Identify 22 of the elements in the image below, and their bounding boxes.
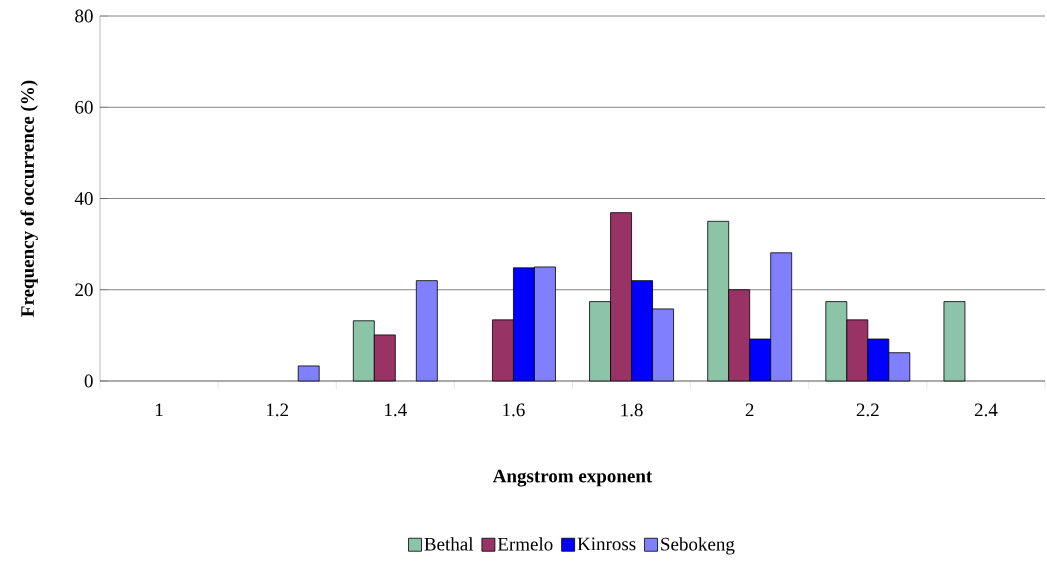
- bar: [943, 301, 966, 382]
- x-axis-title: Angstrom exponent: [492, 469, 653, 487]
- legend-label: Kinross: [577, 537, 636, 551]
- x-tick-label: 2.4: [974, 403, 998, 417]
- legend-label: Ermelo: [497, 537, 553, 551]
- legend-label: Sebokeng: [661, 537, 735, 555]
- x-tick-label: 2: [745, 403, 754, 417]
- x-tick-label: 2.2: [856, 403, 879, 417]
- y-tick-label: 80: [75, 9, 93, 23]
- x-tick-label: 1.6: [503, 403, 525, 417]
- bar: [297, 365, 320, 382]
- x-tick-label: 1.8: [621, 403, 643, 417]
- x-tick-label: 1.2: [266, 403, 289, 417]
- y-tick-label: 0: [84, 374, 93, 388]
- x-tick-label: 1: [155, 403, 163, 417]
- x-tick-label: 1.4: [385, 403, 407, 417]
- y-axis-title: Frequency of occurrence (%): [20, 80, 38, 317]
- bar: [415, 280, 438, 382]
- y-tick-label: 20: [75, 283, 93, 297]
- y-tick-label: 40: [74, 192, 93, 205]
- legend-label: Bethal: [424, 537, 474, 551]
- y-tick-label: 60: [75, 100, 93, 114]
